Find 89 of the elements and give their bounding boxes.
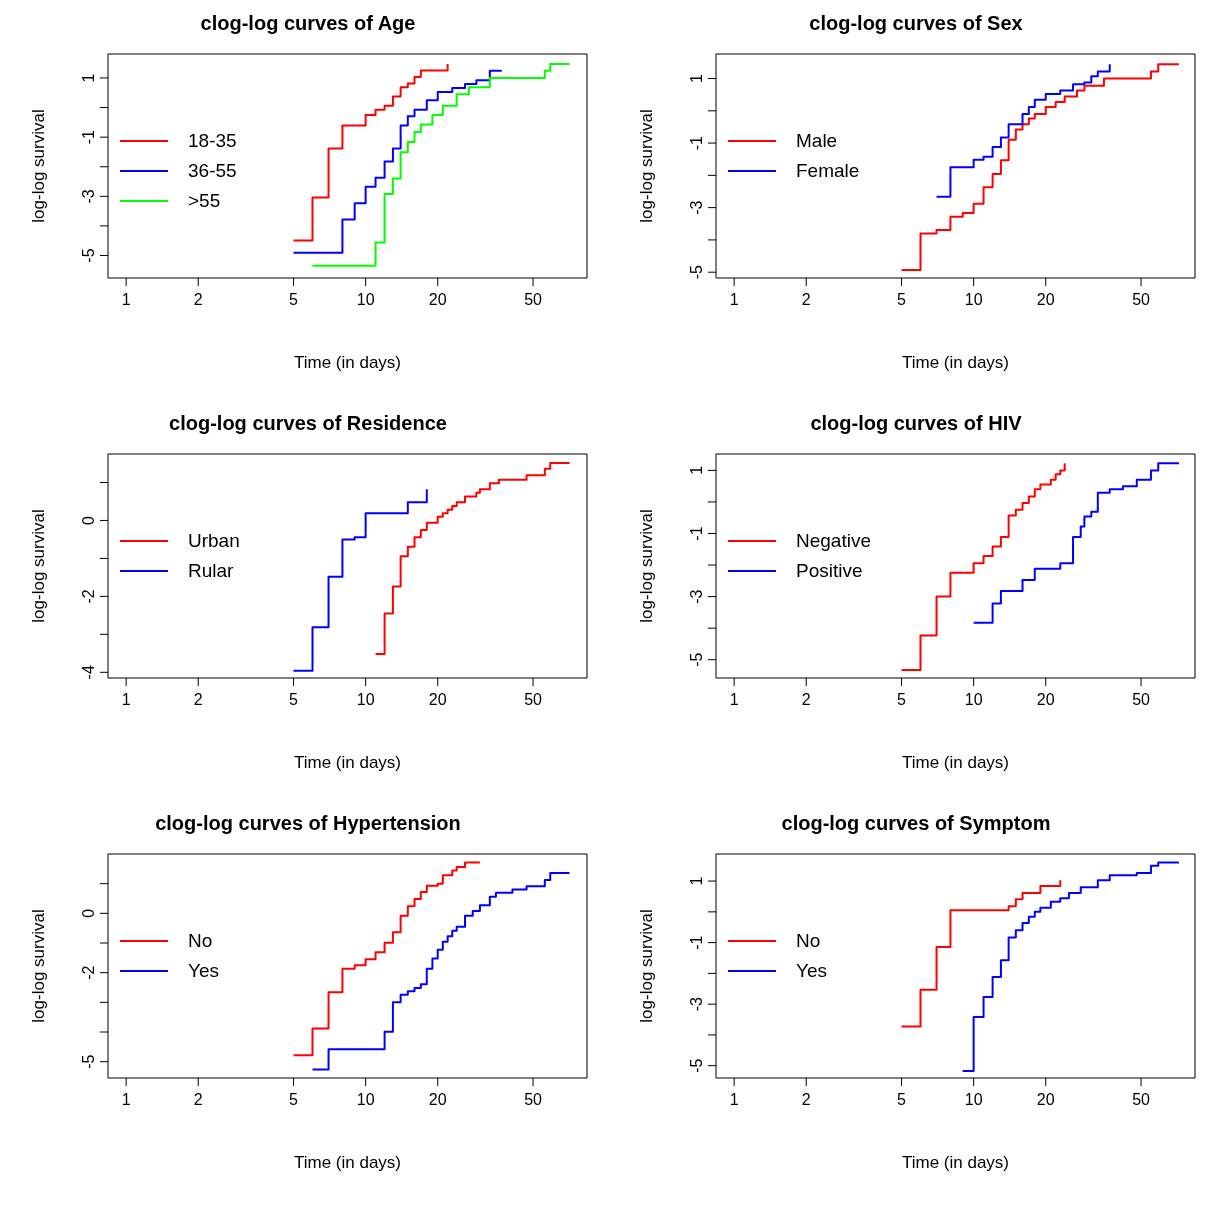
x-tick-label: 1: [121, 291, 131, 309]
x-tick-label: 10: [964, 1091, 983, 1109]
legend-label: Negative: [796, 530, 871, 552]
x-axis-title: Time (in days): [901, 1153, 1010, 1172]
legend-label: Positive: [796, 560, 863, 582]
x-tick-label: 50: [524, 1091, 543, 1109]
x-tick-label: 5: [897, 1091, 907, 1109]
legend-label: No: [188, 930, 213, 952]
y-axis-title: log-log survival: [29, 109, 49, 223]
x-tick-label: 20: [428, 691, 447, 709]
legend-label: >55: [188, 190, 221, 212]
chart-title: clog-log curves of Symptom: [780, 812, 1052, 836]
x-tick-label: 10: [356, 291, 375, 309]
x-tick-label: 1: [729, 1091, 739, 1109]
y-tick-label: -5: [688, 1058, 705, 1073]
x-tick-label: 20: [1036, 1091, 1055, 1109]
x-tick-label: 1: [121, 691, 131, 709]
x-axis-title: Time (in days): [293, 1153, 402, 1172]
x-tick-label: 50: [1132, 291, 1151, 309]
x-tick-label: 20: [428, 291, 447, 309]
x-tick-label: 20: [428, 1091, 447, 1109]
x-tick-label: 50: [1132, 691, 1151, 709]
x-axis-title: Time (in days): [901, 353, 1010, 372]
x-tick-label: 2: [193, 291, 203, 309]
y-tick-label: -2: [80, 965, 97, 980]
y-tick-label: -1: [688, 526, 705, 541]
x-tick-label: 5: [289, 1091, 299, 1109]
x-tick-label: 50: [524, 291, 543, 309]
legend-label: 36-55: [188, 160, 237, 182]
y-tick-label: -3: [688, 996, 705, 1012]
y-tick-label: -5: [688, 652, 705, 667]
y-axis-title: log-log survival: [29, 509, 49, 623]
x-tick-label: 2: [801, 691, 811, 709]
x-tick-label: 2: [801, 1091, 811, 1109]
y-tick-label: -3: [688, 589, 705, 604]
legend-label: Male: [796, 130, 838, 152]
x-axis-title: Time (in days): [901, 753, 1010, 772]
y-axis-title: log-log survival: [637, 509, 657, 623]
x-tick-label: 50: [524, 691, 543, 709]
y-tick-label: -5: [688, 264, 705, 280]
x-tick-label: 2: [193, 1091, 203, 1109]
y-axis-title: log-log survival: [637, 909, 657, 1023]
legend-label: Yes: [188, 960, 219, 982]
y-tick-label: -1: [688, 935, 705, 950]
chart-title: clog-log curves of Sex: [808, 12, 1024, 36]
x-tick-label: 5: [289, 291, 299, 309]
x-tick-label: 1: [729, 291, 739, 309]
y-tick-label: -5: [80, 1054, 97, 1069]
x-tick-label: 10: [356, 1091, 375, 1109]
y-tick-label: 1: [688, 465, 705, 475]
chart-title: clog-log curves of Residence: [168, 412, 448, 436]
x-tick-label: 20: [1036, 691, 1055, 709]
y-tick-label: -4: [80, 665, 97, 680]
x-tick-label: 20: [1036, 291, 1055, 309]
y-tick-label: -3: [80, 189, 97, 204]
y-tick-label: -1: [688, 135, 705, 151]
legend-label: Female: [796, 160, 860, 182]
y-tick-label: -1: [80, 129, 97, 145]
y-axis-title: log-log survival: [29, 909, 49, 1023]
legend-label: No: [796, 930, 821, 952]
legend-label: Rular: [188, 560, 234, 582]
x-tick-label: 2: [193, 691, 203, 709]
y-tick-label: -5: [80, 248, 97, 263]
y-tick-label: 1: [688, 73, 705, 83]
y-tick-label: 1: [80, 73, 97, 83]
y-tick-label: -2: [80, 589, 97, 604]
x-tick-label: 50: [1132, 1091, 1151, 1109]
y-tick-label: -3: [688, 200, 705, 215]
y-tick-label: 0: [80, 908, 97, 918]
y-tick-label: 0: [80, 515, 97, 525]
x-axis-title: Time (in days): [293, 353, 402, 372]
x-axis-title: Time (in days): [293, 753, 402, 772]
x-tick-label: 10: [964, 691, 983, 709]
x-tick-label: 10: [964, 291, 983, 309]
chart-title: clog-log curves of HIV: [809, 412, 1023, 436]
y-tick-label: 1: [688, 876, 705, 886]
legend-label: Urban: [188, 530, 240, 552]
x-tick-label: 5: [289, 691, 299, 709]
x-tick-label: 1: [121, 1091, 131, 1109]
legend-label: Yes: [796, 960, 827, 982]
x-tick-label: 10: [356, 691, 375, 709]
chart-title: clog-log curves of Hypertension: [154, 812, 462, 836]
x-tick-label: 5: [897, 291, 907, 309]
x-tick-label: 1: [729, 691, 739, 709]
legend-label: 18-35: [188, 130, 237, 152]
x-tick-label: 2: [801, 291, 811, 309]
chart-title: clog-log curves of Age: [199, 12, 417, 36]
y-axis-title: log-log survival: [637, 109, 657, 223]
x-tick-label: 5: [897, 691, 907, 709]
